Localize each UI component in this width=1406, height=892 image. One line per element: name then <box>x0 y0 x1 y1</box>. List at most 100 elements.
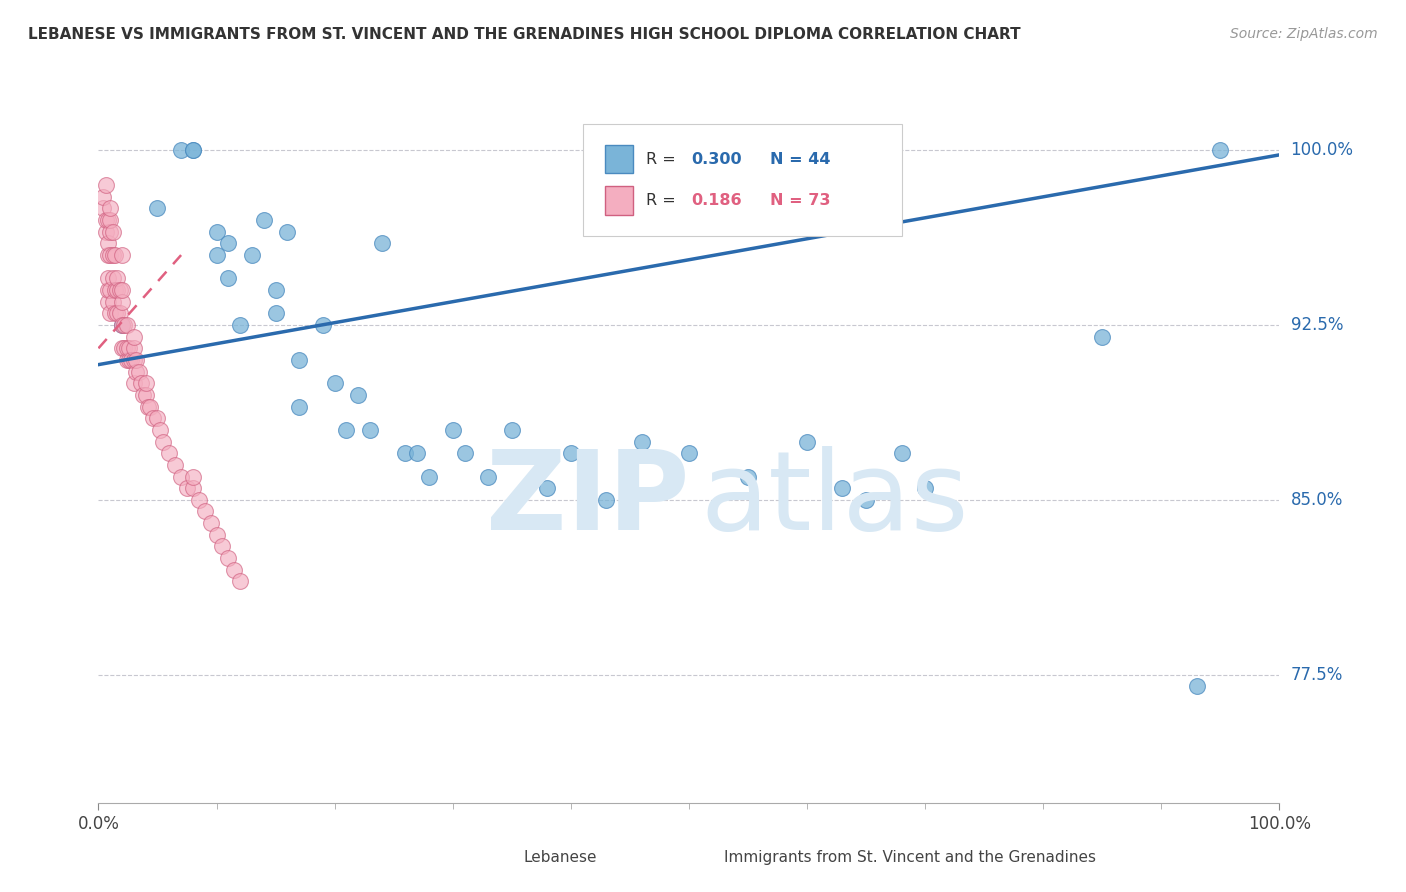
Point <box>1185 679 1208 693</box>
Point <box>129 376 152 391</box>
Point <box>855 492 877 507</box>
Point <box>104 283 127 297</box>
Text: N = 73: N = 73 <box>770 193 831 208</box>
Point <box>394 446 416 460</box>
Point <box>104 248 127 262</box>
Point <box>146 202 169 216</box>
Point <box>125 365 148 379</box>
Point <box>135 388 157 402</box>
Point <box>288 400 311 414</box>
Point <box>135 376 157 391</box>
Point <box>181 481 204 495</box>
Text: Source: ZipAtlas.com: Source: ZipAtlas.com <box>1230 27 1378 41</box>
Point <box>501 423 523 437</box>
Point <box>205 225 228 239</box>
Point <box>111 283 134 297</box>
Point <box>914 481 936 495</box>
Point <box>418 469 440 483</box>
Point <box>1091 329 1114 343</box>
Point <box>121 353 143 368</box>
Point <box>205 528 228 542</box>
Point <box>101 271 124 285</box>
Point <box>229 574 252 589</box>
FancyBboxPatch shape <box>605 186 634 215</box>
Point <box>224 563 246 577</box>
Point <box>253 213 276 227</box>
Point <box>149 423 172 437</box>
Point <box>560 446 582 460</box>
Text: Lebanese: Lebanese <box>523 850 598 865</box>
Point <box>477 469 499 483</box>
Point <box>157 446 180 460</box>
Point <box>406 446 429 460</box>
Point <box>217 551 239 566</box>
Point <box>194 504 217 518</box>
Point <box>276 225 298 239</box>
Point <box>187 492 209 507</box>
Point <box>211 540 233 554</box>
Point <box>152 434 174 449</box>
FancyBboxPatch shape <box>688 844 716 871</box>
Point <box>122 376 145 391</box>
Point <box>104 306 127 320</box>
Point <box>176 481 198 495</box>
Point <box>98 213 121 227</box>
Point <box>200 516 222 530</box>
Point <box>97 271 120 285</box>
Point <box>142 411 165 425</box>
Point <box>630 434 652 449</box>
Point <box>831 481 853 495</box>
Point <box>115 341 138 355</box>
Point <box>115 353 138 368</box>
Point <box>97 283 120 297</box>
Point <box>98 306 121 320</box>
Point <box>122 353 145 368</box>
Text: 0.186: 0.186 <box>692 193 742 208</box>
Text: 0.300: 0.300 <box>692 152 742 167</box>
Point <box>678 446 700 460</box>
Point <box>347 388 370 402</box>
Point <box>94 178 117 193</box>
FancyBboxPatch shape <box>605 145 634 173</box>
Point <box>125 353 148 368</box>
Point <box>264 283 287 297</box>
Text: Immigrants from St. Vincent and the Grenadines: Immigrants from St. Vincent and the Gren… <box>724 850 1097 865</box>
Point <box>111 248 134 262</box>
Point <box>97 236 120 251</box>
Point <box>105 306 128 320</box>
Point <box>136 400 159 414</box>
Point <box>312 318 335 332</box>
Point <box>101 248 124 262</box>
Point <box>796 434 818 449</box>
Point <box>122 329 145 343</box>
Point <box>98 283 121 297</box>
Text: 100.0%: 100.0% <box>1291 141 1354 159</box>
Text: LEBANESE VS IMMIGRANTS FROM ST. VINCENT AND THE GRENADINES HIGH SCHOOL DIPLOMA C: LEBANESE VS IMMIGRANTS FROM ST. VINCENT … <box>28 27 1021 42</box>
Point <box>217 236 239 251</box>
Point <box>111 341 134 355</box>
Point <box>359 423 381 437</box>
Point <box>115 318 138 332</box>
Point <box>91 190 114 204</box>
Point <box>170 143 193 157</box>
Point <box>112 318 135 332</box>
Point <box>288 353 311 368</box>
Point <box>181 143 204 157</box>
Point <box>181 469 204 483</box>
Point <box>441 423 464 437</box>
Text: R =: R = <box>647 193 686 208</box>
Point <box>98 248 121 262</box>
Point <box>98 225 121 239</box>
Point <box>229 318 252 332</box>
Point <box>111 318 134 332</box>
Point <box>170 469 193 483</box>
Point <box>132 388 155 402</box>
Point <box>105 283 128 297</box>
Point <box>205 248 228 262</box>
Point <box>323 376 346 391</box>
Point <box>595 492 617 507</box>
Point <box>111 318 134 332</box>
Text: atlas: atlas <box>700 446 969 553</box>
Point <box>737 469 759 483</box>
Text: 85.0%: 85.0% <box>1291 491 1343 508</box>
